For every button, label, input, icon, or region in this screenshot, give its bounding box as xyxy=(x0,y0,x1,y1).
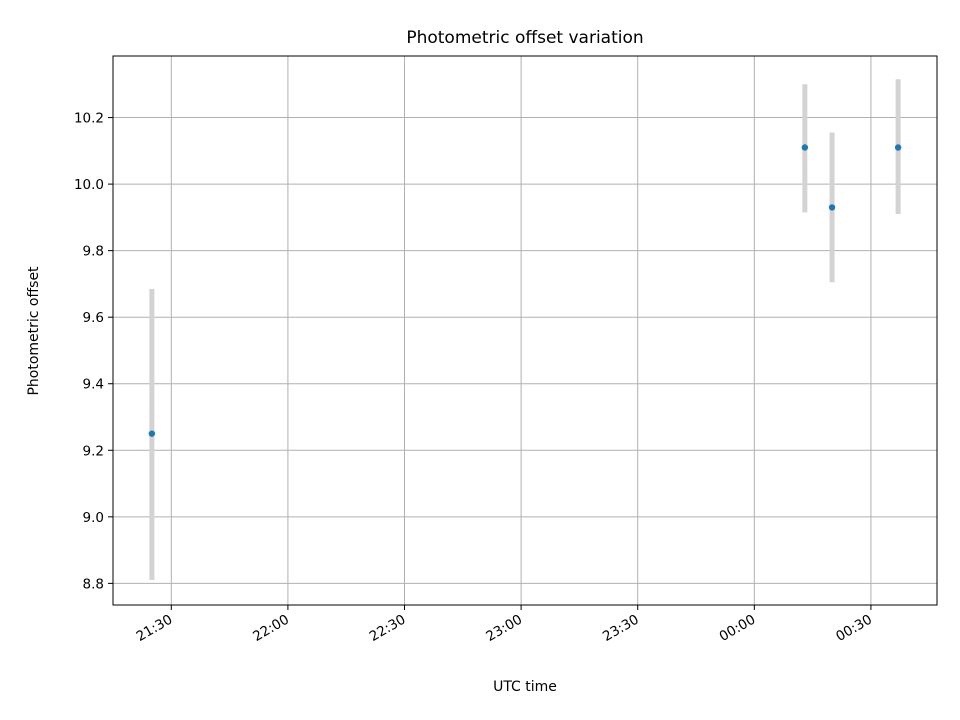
data-point xyxy=(894,144,902,151)
y-tick-label: 9.4 xyxy=(83,377,104,393)
data-point xyxy=(148,430,156,437)
chart-title: Photometric offset variation xyxy=(406,28,643,48)
y-tick-label: 8.8 xyxy=(83,576,104,592)
data-points xyxy=(148,144,902,437)
y-axis-label: Photometric offset xyxy=(26,266,42,396)
y-tick-label: 10.0 xyxy=(74,177,104,193)
data-point xyxy=(828,204,836,211)
y-tick-label: 9.8 xyxy=(83,244,104,260)
grid xyxy=(113,56,937,605)
plot-frame xyxy=(112,55,938,606)
data-point xyxy=(801,144,809,151)
y-tick-label: 10.2 xyxy=(74,111,104,127)
x-axis-label: UTC time xyxy=(493,679,557,695)
y-axis-ticks: 8.8 9.0 9.2 9.4 9.6 9.8 10.0 10.2 xyxy=(74,111,113,592)
y-tick-label: 9.0 xyxy=(83,510,104,526)
y-tick-label: 9.6 xyxy=(83,310,104,326)
y-tick-label: 9.2 xyxy=(83,443,104,459)
